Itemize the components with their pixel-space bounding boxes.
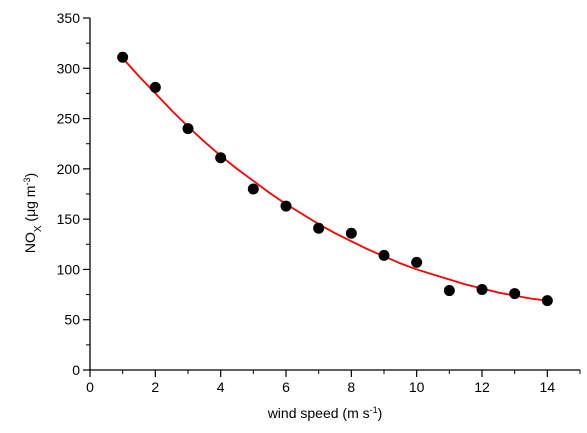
data-point — [215, 152, 227, 164]
y-tick-label: 150 — [57, 211, 81, 227]
y-tick-label: 350 — [57, 10, 81, 26]
data-point — [509, 288, 521, 300]
fit-curve — [122, 57, 548, 302]
y-tick-label: 0 — [72, 362, 80, 378]
data-point — [378, 249, 390, 261]
data-point — [313, 222, 325, 234]
x-tick-label: 8 — [347, 379, 355, 395]
y-tick-label: 200 — [57, 161, 81, 177]
data-point — [247, 183, 259, 195]
data-point — [117, 51, 129, 63]
y-tick-label: 100 — [57, 261, 81, 277]
x-tick-label: 0 — [86, 379, 94, 395]
x-tick-label: 10 — [409, 379, 425, 395]
data-point — [345, 227, 357, 239]
data-point — [182, 123, 194, 135]
data-point — [411, 256, 423, 268]
series-layer — [117, 51, 553, 307]
y-tick-label: 300 — [57, 60, 81, 76]
x-tick-label: 14 — [540, 379, 556, 395]
x-tick-label: 12 — [474, 379, 490, 395]
data-point — [443, 285, 455, 297]
data-point — [149, 81, 161, 93]
data-point — [476, 284, 488, 296]
y-tick-label: 50 — [64, 312, 80, 328]
y-tick-label: 250 — [57, 111, 81, 127]
x-axis-label: wind speed (m s-1) — [267, 405, 383, 421]
x-tick-label: 6 — [282, 379, 290, 395]
x-tick-label: 2 — [151, 379, 159, 395]
data-point — [541, 295, 553, 307]
data-point — [280, 200, 292, 212]
axes: 0 50 100 150 200 250 300 350 0 2 4 6 8 10 12 14 — [57, 10, 581, 395]
y-axis-label: NOX (μg m-3) — [22, 173, 44, 253]
x-tick-label: 4 — [217, 379, 225, 395]
